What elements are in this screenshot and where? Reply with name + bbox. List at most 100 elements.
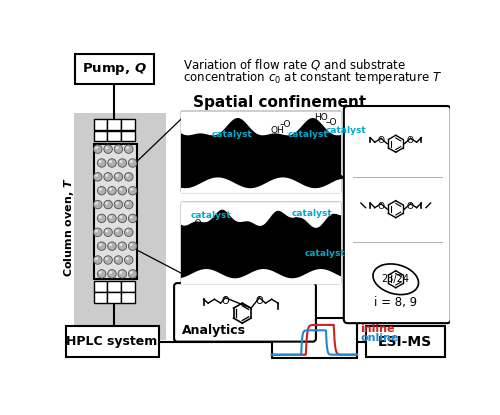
Ellipse shape xyxy=(108,186,116,195)
Ellipse shape xyxy=(95,257,98,260)
Ellipse shape xyxy=(104,145,112,154)
Bar xyxy=(122,281,134,292)
Text: –OH: –OH xyxy=(192,237,211,246)
Ellipse shape xyxy=(94,145,102,154)
Text: catalyst: catalyst xyxy=(287,130,328,139)
Text: –O: –O xyxy=(280,120,291,129)
Ellipse shape xyxy=(109,160,112,163)
Ellipse shape xyxy=(99,243,102,246)
Bar xyxy=(108,131,120,142)
Text: catalyst: catalyst xyxy=(304,249,345,259)
Ellipse shape xyxy=(126,174,129,177)
Ellipse shape xyxy=(104,256,112,264)
Text: Column oven, $\bfit{T}$: Column oven, $\bfit{T}$ xyxy=(62,177,76,277)
Bar xyxy=(108,281,120,292)
Ellipse shape xyxy=(95,229,98,232)
Text: 23/24: 23/24 xyxy=(382,274,410,284)
Bar xyxy=(181,111,340,192)
Ellipse shape xyxy=(94,228,102,237)
Ellipse shape xyxy=(128,214,137,223)
Ellipse shape xyxy=(94,200,102,209)
Ellipse shape xyxy=(118,270,126,278)
Ellipse shape xyxy=(108,159,116,167)
Bar xyxy=(181,202,340,283)
Ellipse shape xyxy=(130,271,132,274)
Bar xyxy=(94,281,106,292)
Ellipse shape xyxy=(116,229,118,232)
Text: O: O xyxy=(407,136,414,145)
Ellipse shape xyxy=(116,257,118,260)
Bar xyxy=(108,119,120,130)
Ellipse shape xyxy=(105,257,108,260)
Bar xyxy=(94,144,137,279)
Ellipse shape xyxy=(98,270,106,278)
Ellipse shape xyxy=(124,145,133,154)
Text: O: O xyxy=(222,296,229,306)
Ellipse shape xyxy=(128,186,137,195)
Text: catalyst: catalyst xyxy=(212,130,252,139)
Text: inline: inline xyxy=(360,324,394,334)
Text: Analytics: Analytics xyxy=(182,324,246,337)
Ellipse shape xyxy=(114,173,122,181)
Ellipse shape xyxy=(114,200,122,209)
Ellipse shape xyxy=(118,242,126,250)
Ellipse shape xyxy=(98,242,106,250)
Ellipse shape xyxy=(94,256,102,264)
Ellipse shape xyxy=(114,145,122,154)
Text: catalyst: catalyst xyxy=(291,209,332,218)
Ellipse shape xyxy=(126,146,129,149)
Ellipse shape xyxy=(124,256,133,264)
Text: concentration $c_0$ at constant temperature $T$: concentration $c_0$ at constant temperat… xyxy=(182,69,442,86)
Text: online: online xyxy=(360,333,399,343)
Ellipse shape xyxy=(128,242,137,250)
Text: ESI-MS: ESI-MS xyxy=(378,334,432,349)
Bar xyxy=(94,292,106,303)
Text: –O: –O xyxy=(196,134,207,143)
Ellipse shape xyxy=(120,215,122,219)
Ellipse shape xyxy=(99,160,102,163)
Ellipse shape xyxy=(108,242,116,250)
FancyBboxPatch shape xyxy=(344,106,451,323)
Ellipse shape xyxy=(109,215,112,219)
Ellipse shape xyxy=(105,146,108,149)
Ellipse shape xyxy=(118,214,126,223)
Text: catalyst: catalyst xyxy=(190,211,231,220)
Text: Spatial confinement: Spatial confinement xyxy=(193,95,366,110)
Text: OH: OH xyxy=(192,144,206,153)
Text: O: O xyxy=(378,136,384,145)
Ellipse shape xyxy=(114,256,122,264)
Ellipse shape xyxy=(104,228,112,237)
Ellipse shape xyxy=(94,173,102,181)
Text: O: O xyxy=(256,296,263,306)
Ellipse shape xyxy=(118,159,126,167)
Ellipse shape xyxy=(120,160,122,163)
Ellipse shape xyxy=(124,228,133,237)
Ellipse shape xyxy=(116,174,118,177)
Ellipse shape xyxy=(109,271,112,274)
Text: –O: –O xyxy=(303,257,314,266)
Ellipse shape xyxy=(95,202,98,205)
Ellipse shape xyxy=(130,215,132,219)
Ellipse shape xyxy=(105,229,108,232)
Ellipse shape xyxy=(108,270,116,278)
Ellipse shape xyxy=(130,160,132,163)
Ellipse shape xyxy=(116,202,118,205)
Ellipse shape xyxy=(126,257,129,260)
Bar xyxy=(108,292,120,303)
Ellipse shape xyxy=(120,188,122,191)
Bar xyxy=(122,119,134,130)
Ellipse shape xyxy=(124,200,133,209)
Ellipse shape xyxy=(109,188,112,191)
Text: HO: HO xyxy=(284,239,297,248)
Text: i = 8, 9: i = 8, 9 xyxy=(374,296,418,309)
Ellipse shape xyxy=(130,188,132,191)
Text: HO: HO xyxy=(314,113,328,122)
Bar xyxy=(94,131,106,142)
Text: O: O xyxy=(378,202,384,210)
Text: –O: –O xyxy=(326,118,338,127)
Ellipse shape xyxy=(128,159,137,167)
Ellipse shape xyxy=(95,146,98,149)
Bar xyxy=(272,318,357,358)
Ellipse shape xyxy=(104,173,112,181)
FancyBboxPatch shape xyxy=(366,326,444,357)
